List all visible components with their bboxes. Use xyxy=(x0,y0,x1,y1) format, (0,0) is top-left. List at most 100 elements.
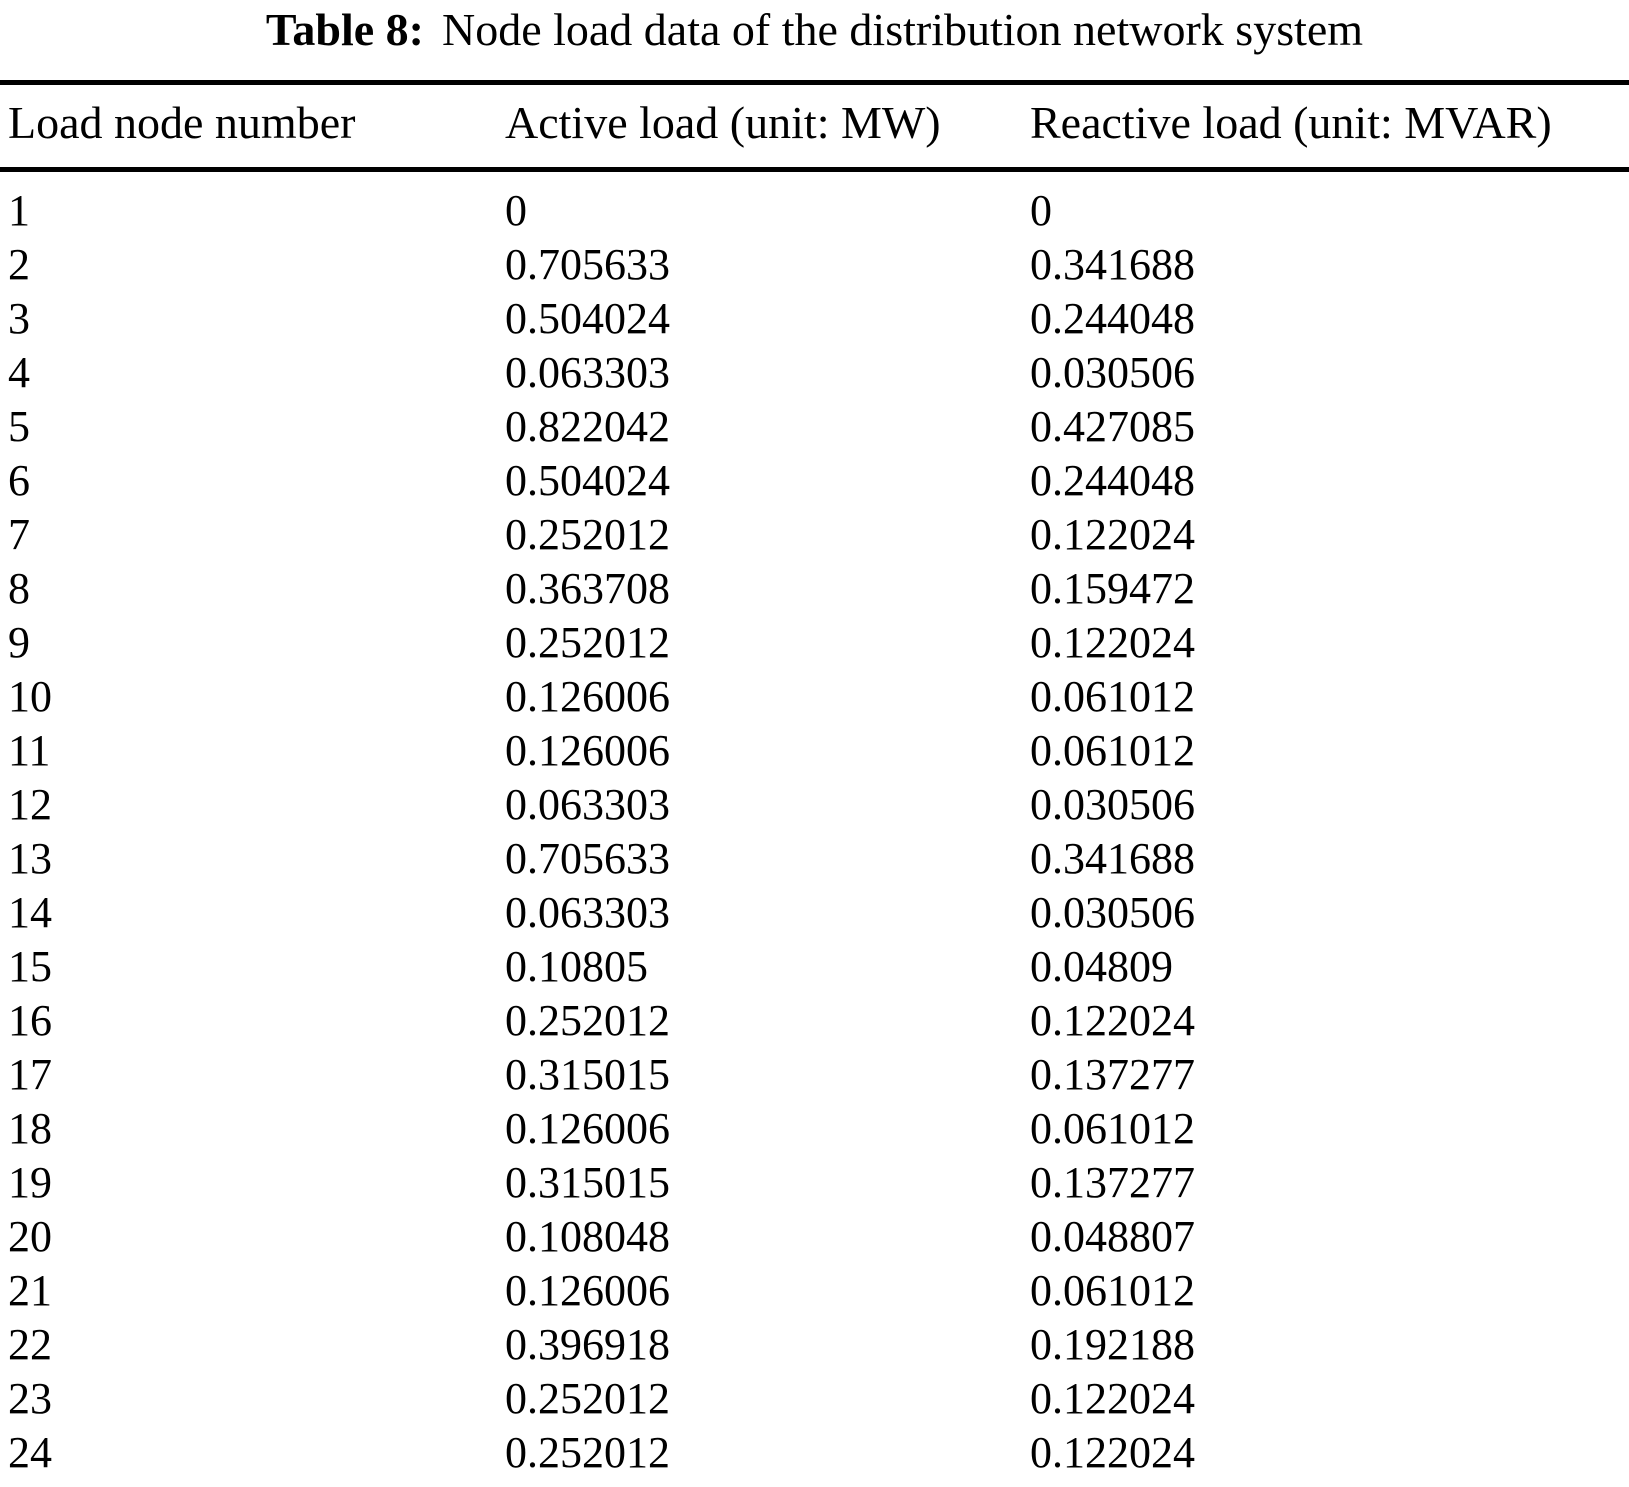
cell-active-load: 0.252012 xyxy=(505,1428,670,1477)
cell-node-number: 12 xyxy=(8,780,52,829)
cell-reactive-load: 0.341688 xyxy=(1030,834,1195,883)
cell-active-load: 0.396918 xyxy=(505,1320,670,1369)
cell-reactive-load: 0.04809 xyxy=(1030,942,1173,991)
cell-active-load: 0.126006 xyxy=(505,1104,670,1153)
cell-active-load: 0.504024 xyxy=(505,456,670,505)
table-row: 9 0.252012 0.122024 xyxy=(0,616,1629,670)
table-body: 1 0 0 2 0.705633 0.341688 3 0.504024 0.244048 4 0.… xyxy=(0,170,1629,1487)
cell-reactive-load: 0.061012 xyxy=(1030,1266,1195,1315)
cell-reactive-load: 0.030506 xyxy=(1030,348,1195,397)
table-row: 6 0.504024 0.244048 xyxy=(0,454,1629,508)
table-row: 15 0.10805 0.04809 xyxy=(0,940,1629,994)
cell-node-number: 3 xyxy=(8,294,30,343)
cell-reactive-load: 0.061012 xyxy=(1030,1104,1195,1153)
table-row: 13 0.705633 0.341688 xyxy=(0,832,1629,886)
table-row: 14 0.063303 0.030506 xyxy=(0,886,1629,940)
table-row: 11 0.126006 0.061012 xyxy=(0,724,1629,778)
cell-reactive-load: 0.122024 xyxy=(1030,996,1195,1045)
cell-reactive-load: 0.048807 xyxy=(1030,1212,1195,1261)
cell-reactive-load: 0.061012 xyxy=(1030,726,1195,775)
cell-reactive-load: 0.159472 xyxy=(1030,564,1195,613)
cell-active-load: 0.705633 xyxy=(505,834,670,883)
cell-reactive-load: 0.427085 xyxy=(1030,402,1195,451)
cell-node-number: 23 xyxy=(8,1374,52,1423)
cell-active-load: 0.315015 xyxy=(505,1158,670,1207)
cell-reactive-load: 0.030506 xyxy=(1030,888,1195,937)
cell-node-number: 8 xyxy=(8,564,30,613)
cell-active-load: 0.822042 xyxy=(505,402,670,451)
cell-node-number: 17 xyxy=(8,1050,52,1099)
cell-active-load: 0.126006 xyxy=(505,1266,670,1315)
table-row: 12 0.063303 0.030506 xyxy=(0,778,1629,832)
cell-active-load: 0.063303 xyxy=(505,348,670,397)
cell-active-load: 0.063303 xyxy=(505,780,670,829)
table-row: 1 0 0 xyxy=(0,170,1629,239)
cell-node-number: 20 xyxy=(8,1212,52,1261)
cell-node-number: 14 xyxy=(8,888,52,937)
table-header: Load node number Active load (unit: MW) … xyxy=(0,82,1629,172)
column-header-node-number: Load node number xyxy=(0,82,505,172)
cell-active-load: 0.126006 xyxy=(505,726,670,775)
cell-node-number: 6 xyxy=(8,456,30,505)
cell-node-number: 22 xyxy=(8,1320,52,1369)
cell-active-load: 0.252012 xyxy=(505,1374,670,1423)
cell-node-number: 2 xyxy=(8,240,30,289)
cell-reactive-load: 0.122024 xyxy=(1030,1374,1195,1423)
cell-active-load: 0.252012 xyxy=(505,618,670,667)
cell-active-load: 0.252012 xyxy=(505,996,670,1045)
node-load-table: Load node number Active load (unit: MW) … xyxy=(0,80,1629,1487)
cell-reactive-load: 0.137277 xyxy=(1030,1158,1195,1207)
cell-reactive-load: 0.137277 xyxy=(1030,1050,1195,1099)
cell-reactive-load: 0 xyxy=(1030,186,1052,235)
cell-node-number: 19 xyxy=(8,1158,52,1207)
cell-active-load: 0 xyxy=(505,186,527,235)
cell-active-load: 0.363708 xyxy=(505,564,670,613)
cell-node-number: 24 xyxy=(8,1428,52,1477)
table-row: 16 0.252012 0.122024 xyxy=(0,994,1629,1048)
cell-active-load: 0.315015 xyxy=(505,1050,670,1099)
cell-reactive-load: 0.122024 xyxy=(1030,618,1195,667)
cell-node-number: 5 xyxy=(8,402,30,451)
cell-active-load: 0.108048 xyxy=(505,1212,670,1261)
table-row: 3 0.504024 0.244048 xyxy=(0,292,1629,346)
cell-reactive-load: 0.122024 xyxy=(1030,510,1195,559)
table-caption-text: Node load data of the distribution netwo… xyxy=(441,4,1364,55)
table-caption: Table 8: Node load data of the distributi… xyxy=(0,4,1629,56)
cell-node-number: 10 xyxy=(8,672,52,721)
column-header-reactive-load: Reactive load (unit: MVAR) xyxy=(1030,82,1629,172)
cell-node-number: 13 xyxy=(8,834,52,883)
cell-active-load: 0.10805 xyxy=(505,942,648,991)
cell-node-number: 9 xyxy=(8,618,30,667)
cell-reactive-load: 0.030506 xyxy=(1030,780,1195,829)
cell-active-load: 0.252012 xyxy=(505,510,670,559)
table-row: 24 0.252012 0.122024 xyxy=(0,1426,1629,1487)
cell-node-number: 4 xyxy=(8,348,30,397)
table-row: 17 0.315015 0.137277 xyxy=(0,1048,1629,1102)
table-row: 19 0.315015 0.137277 xyxy=(0,1156,1629,1210)
table-row: 21 0.126006 0.061012 xyxy=(0,1264,1629,1318)
cell-node-number: 18 xyxy=(8,1104,52,1153)
table-row: 4 0.063303 0.030506 xyxy=(0,346,1629,400)
cell-active-load: 0.063303 xyxy=(505,888,670,937)
cell-reactive-load: 0.244048 xyxy=(1030,456,1195,505)
table-row: 20 0.108048 0.048807 xyxy=(0,1210,1629,1264)
table-row: 22 0.396918 0.192188 xyxy=(0,1318,1629,1372)
table-caption-label: Table 8: xyxy=(265,4,424,55)
table-row: 18 0.126006 0.061012 xyxy=(0,1102,1629,1156)
cell-reactive-load: 0.244048 xyxy=(1030,294,1195,343)
table-row: 2 0.705633 0.341688 xyxy=(0,238,1629,292)
table-row: 23 0.252012 0.122024 xyxy=(0,1372,1629,1426)
cell-reactive-load: 0.122024 xyxy=(1030,1428,1195,1477)
cell-node-number: 21 xyxy=(8,1266,52,1315)
table-header-row: Load node number Active load (unit: MW) … xyxy=(0,82,1629,172)
table-row: 5 0.822042 0.427085 xyxy=(0,400,1629,454)
cell-node-number: 16 xyxy=(8,996,52,1045)
cell-active-load: 0.504024 xyxy=(505,294,670,343)
cell-node-number: 15 xyxy=(8,942,52,991)
cell-reactive-load: 0.061012 xyxy=(1030,672,1195,721)
cell-node-number: 11 xyxy=(8,726,51,775)
table-row: 7 0.252012 0.122024 xyxy=(0,508,1629,562)
cell-active-load: 0.126006 xyxy=(505,672,670,721)
table-row: 8 0.363708 0.159472 xyxy=(0,562,1629,616)
